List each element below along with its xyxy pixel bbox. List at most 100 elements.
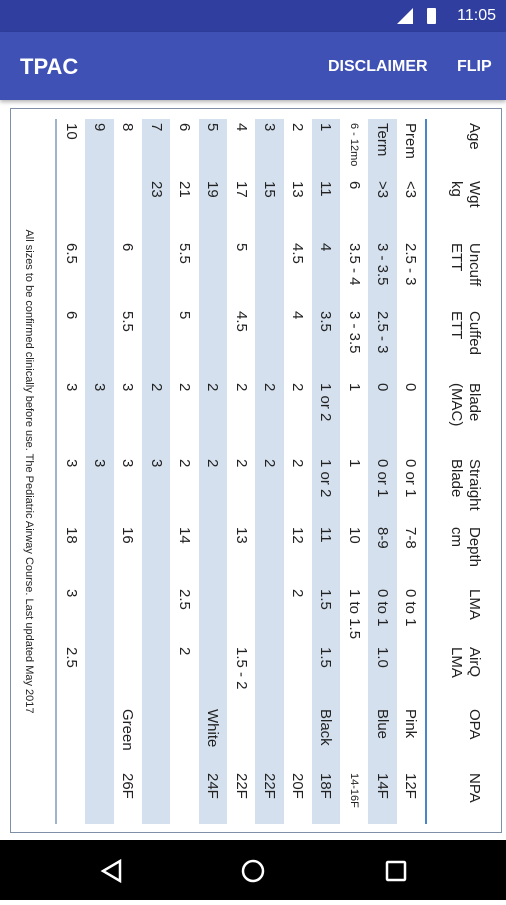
- table-cell: 1: [345, 459, 363, 468]
- table-cell: 14: [175, 527, 193, 544]
- column-header: Uncuff ETT: [426, 239, 487, 307]
- table-cell: [142, 523, 171, 585]
- table-cell: 4: [311, 239, 341, 307]
- table-cell: 1.5: [311, 643, 341, 705]
- table-cell: 3.5 - 4: [345, 243, 363, 286]
- table-cell: [85, 239, 114, 307]
- table-cell: 3: [85, 455, 114, 523]
- table-cell: 12: [289, 527, 307, 544]
- app-bar: TPAC DISCLAIMER FLIP: [0, 32, 506, 100]
- table-cell: 22F: [255, 769, 284, 824]
- home-button[interactable]: [241, 859, 265, 883]
- nav-icons: [100, 858, 407, 884]
- table-row: 8 6 5.5 3 3 16 Green 26F: [114, 119, 142, 824]
- table-cell: 4.5: [289, 243, 307, 264]
- table-cell: 4: [289, 311, 307, 320]
- table-cell: 1.0: [368, 643, 397, 705]
- table-cell: [198, 307, 227, 379]
- table-cell: [142, 307, 171, 379]
- table-cell: [340, 705, 368, 769]
- table-cell: [85, 643, 114, 705]
- table-cell: 1.5: [311, 585, 341, 643]
- table-row: 7 23 2 3: [142, 119, 171, 824]
- table-cell: 3: [119, 459, 137, 468]
- table-cell: 1.5 - 2: [232, 647, 250, 690]
- back-button[interactable]: [100, 858, 122, 884]
- table-cell: [198, 523, 227, 585]
- table-cell: [85, 585, 114, 643]
- table-cell: 0 to 1: [402, 589, 420, 627]
- table-cell: [255, 705, 284, 769]
- table-cell: 14F: [368, 769, 397, 824]
- header-row: Age Wgt kg Uncuff ETT Cuffed ETT Blade (MAC)…: [426, 119, 487, 824]
- table-cell: 14-16F: [348, 773, 361, 808]
- table-cell: [227, 585, 255, 643]
- table-cell: [56, 769, 85, 824]
- table-cell: 2: [175, 383, 193, 392]
- nav-bar: [0, 840, 506, 900]
- table-cell: 23: [142, 177, 171, 239]
- table-cell: Prem: [402, 123, 420, 159]
- flip-button[interactable]: FLIP: [457, 58, 492, 75]
- table-cell: [85, 523, 114, 585]
- table-cell: 2: [255, 379, 284, 455]
- table-cell: 3: [142, 455, 171, 523]
- table-cell: 4: [232, 123, 250, 132]
- table-cell: [142, 643, 171, 705]
- table-cell: [255, 585, 284, 643]
- table-cell: 6: [119, 243, 137, 252]
- table-cell: >3: [368, 177, 397, 239]
- rotated-table: Age Wgt kg Uncuff ETT Cuffed ETT Blade (MAC)…: [10, 108, 502, 833]
- table-cell: 3: [62, 459, 80, 468]
- status-bar: 11:05: [0, 0, 506, 32]
- table-cell: 4.5: [232, 311, 250, 332]
- table-cell: [397, 643, 426, 705]
- table-cell: 7-8: [402, 527, 420, 549]
- table-cell: 5: [175, 311, 193, 320]
- table-row: 10 6.5 6 3 3 18 3 2.5: [56, 119, 85, 824]
- table-cell: 6: [62, 311, 80, 320]
- table-cell: [85, 769, 114, 824]
- table-cell: 18: [62, 527, 80, 544]
- table-cell: 8: [119, 123, 137, 132]
- table-cell: Black: [311, 705, 341, 769]
- table-cell: 2.5 - 3: [402, 243, 420, 286]
- column-header: Wgt kg: [426, 177, 487, 239]
- table-row: Prem <3 2.5 - 3 0 0 or 1 7-8 0 to 1 Pink 12F: [397, 119, 426, 824]
- table-cell: 2: [232, 459, 250, 468]
- table-cell: 2: [289, 123, 307, 132]
- table-cell: 3 - 3.5: [345, 311, 363, 354]
- table-cell: 1 or 2: [311, 379, 341, 455]
- airway-table: Age Wgt kg Uncuff ETT Cuffed ETT Blade (MAC)…: [55, 119, 487, 824]
- table-cell: 0 or 1: [402, 459, 420, 498]
- table-cell: <3: [402, 181, 420, 199]
- table-cell: [397, 307, 426, 379]
- table-cell: 9: [85, 119, 114, 177]
- table-cell: Green: [119, 709, 137, 751]
- table-cell: 0: [368, 379, 397, 455]
- table-cell: 17: [232, 181, 250, 198]
- table-row: 6 - 12mo 6 3.5 - 4 3 - 3.5 1 1 10 1 to 1.5 14-16…: [340, 119, 368, 824]
- column-header: Depth cm: [426, 523, 487, 585]
- table-cell: [170, 705, 198, 769]
- table-row: 6 21 5.5 5 2 2 14 2.5 2: [170, 119, 198, 824]
- table-cell: 6 - 12mo: [348, 123, 361, 167]
- recents-button[interactable]: [385, 860, 407, 882]
- table-cell: [198, 585, 227, 643]
- table-cell: 3: [62, 383, 80, 392]
- table-cell: 6.5: [62, 243, 80, 264]
- column-header: OPA: [426, 705, 487, 769]
- table-cell: [255, 523, 284, 585]
- table-cell: 10: [62, 123, 80, 140]
- table-cell: 3: [62, 589, 80, 598]
- table-cell: 26F: [119, 773, 137, 799]
- disclaimer-button[interactable]: DISCLAIMER: [328, 58, 428, 75]
- table-cell: 13: [232, 527, 250, 544]
- table-cell: [142, 705, 171, 769]
- table-cell: 16: [119, 527, 137, 544]
- table-cell: 1 to 1.5: [345, 589, 363, 640]
- column-header: Cuffed ETT: [426, 307, 487, 379]
